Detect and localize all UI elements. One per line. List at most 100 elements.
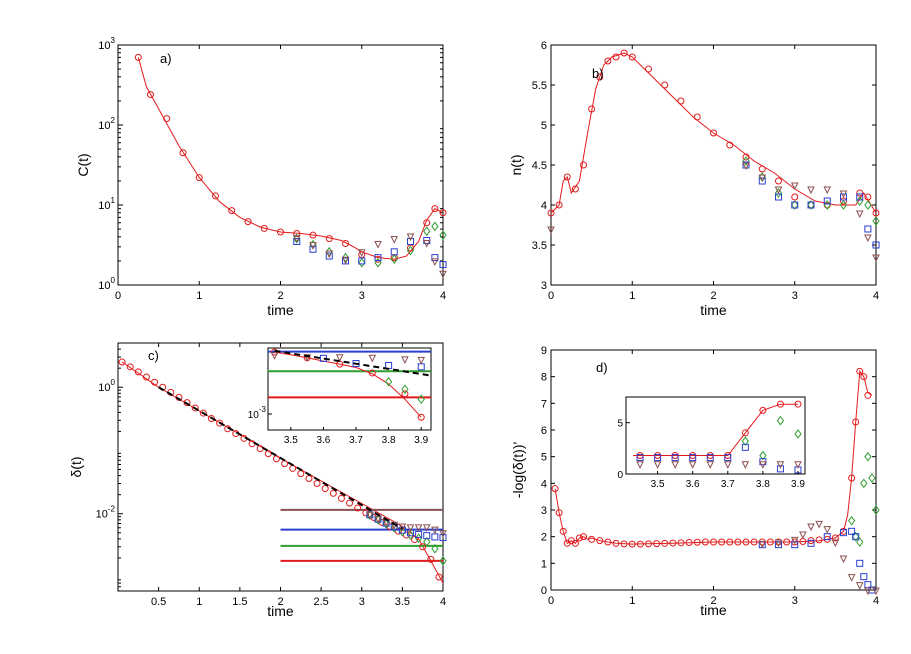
panel-d-red-circles-point <box>848 474 856 482</box>
panel-a-brown-triangles-point <box>406 233 415 242</box>
panel-c-inset-green-diamonds-point <box>384 376 393 387</box>
panel-d-blue-squares-point <box>791 541 799 549</box>
panel-c-brown-triangles-point <box>366 511 374 520</box>
panel-c-inset-brown-triangles-point <box>417 356 426 365</box>
panel-d-green-diamonds-point <box>872 505 880 515</box>
panel-d-ytick-label: 4 <box>541 478 547 490</box>
panel-b-blue-squares-point <box>864 225 872 233</box>
panel-a-xtick-label: 4 <box>440 290 446 302</box>
panel-a-ytick-label-exp: 2 <box>111 116 116 125</box>
panel-a-red-circles-point <box>407 244 414 252</box>
panel-d-red-circles-point <box>750 538 758 546</box>
panel-a-blue-squares-point <box>358 257 366 265</box>
panel-b-red-circles-point <box>872 209 880 217</box>
panel-c-red-circles-point <box>427 555 435 563</box>
panel-b-red-circles-point <box>677 97 685 105</box>
panel-c-red-circles-point <box>272 455 280 463</box>
panel-d-red-circles-point <box>864 391 872 399</box>
panel-a-ytick-label: 103 <box>98 36 115 52</box>
panel-d-ytick-label: 6 <box>541 425 547 437</box>
panel-d-inset-brown-triangles-point <box>671 461 679 469</box>
panel-d-inset-red-circles-point <box>741 429 749 437</box>
panel-d-ytick-label: 7 <box>541 398 547 410</box>
panel-d-inset-green-diamonds-point <box>776 415 785 426</box>
panel-a-green-diamonds-point <box>325 246 333 257</box>
panel-c-inset-brown-triangles-point <box>335 354 344 362</box>
panel-d-inset-green-diamonds-point <box>741 436 749 446</box>
panel-b-red-circles-point <box>604 57 612 65</box>
panel-c-label: c) <box>148 348 159 363</box>
panel-c-inset-xtick-label: 3.7 <box>349 435 363 446</box>
panel-c-blue-squares-point <box>439 534 447 542</box>
panel-c-red-circles-point <box>134 368 142 376</box>
panel-c-ytick-label-exp: 0 <box>111 378 116 387</box>
panel-c-brown-triangles-point <box>414 524 423 532</box>
panel-c-red-circles-point <box>191 404 199 412</box>
panel-a-ytick-label: 101 <box>98 196 115 212</box>
panel-d-ytick-label: 0 <box>541 585 547 597</box>
panel-c-xtick-label: 3 <box>359 596 365 608</box>
panel-a-red-circles-point <box>277 228 284 236</box>
panel-d-red-circles-point <box>580 533 587 541</box>
panel-c-inset-ytick-label: 10-3 <box>248 405 267 421</box>
panel-b-ylabel: n(t) <box>508 155 524 176</box>
panel-a-brown-triangles-point <box>357 249 366 257</box>
panel-d-red-circles-point <box>852 418 860 426</box>
panel-c-brown-triangles-point <box>422 524 431 532</box>
panel-d-inset-brown-triangles-point <box>636 461 644 469</box>
panel-d-inset-xtick-label: 3.7 <box>721 479 735 490</box>
panel-d-inset-blue-squares-point <box>654 454 662 462</box>
panel-d-inset-xtick-label: 3.9 <box>791 479 805 490</box>
panel-c-inset-xtick-label: 3.5 <box>284 435 298 446</box>
panel-d-inset-ytick-label: 0 <box>617 470 623 481</box>
panel-d-green-diamonds-point <box>856 537 864 547</box>
panel-d-red-circles-point <box>718 538 726 546</box>
panel-d-inset-brown-triangles-point <box>653 461 662 469</box>
panel-d-inset-xtick-label: 3.8 <box>756 479 770 490</box>
panel-b-axes <box>550 44 877 286</box>
panel-c-inset-red-circles-point <box>417 413 425 421</box>
panel-b-brown-triangles-point <box>742 162 750 171</box>
panel-a-red-circles-point <box>293 230 301 238</box>
panel-b-xlabel: time <box>700 302 727 318</box>
panel-c-xtick-label: 3.5 <box>395 596 410 608</box>
panel-c-green-diamonds-point <box>406 530 415 540</box>
panel-c-brown-triangles-point <box>398 523 407 532</box>
panel-c-xtick-label: 0.5 <box>151 596 166 608</box>
panel-c-xtick-label: 1.5 <box>232 596 247 608</box>
panel-c-brown-triangles-point <box>406 524 415 532</box>
panel-b-brown-triangles-point <box>855 210 864 219</box>
panel-d-red-circles-point <box>559 527 567 535</box>
panel-d-inset-red-circles-point <box>794 400 802 408</box>
panel-d-red-circles-point <box>596 537 604 545</box>
panel-a-blue-squares-point <box>374 254 382 262</box>
panel-d-xtick-label: 4 <box>873 595 879 607</box>
panel-b-green-diamonds-point <box>807 200 815 210</box>
panel-b-ytick-label: 6 <box>541 40 547 52</box>
panel-d-red-circles-point <box>710 538 717 546</box>
panel-d-red-circles-point <box>604 538 612 546</box>
panel-a-axes <box>117 44 444 286</box>
panel-d-inset-blue-squares-point <box>636 454 644 462</box>
panel-b-brown-triangles-point <box>790 182 799 191</box>
panel-b-red-circles-point <box>710 129 717 137</box>
panel-d-brown-triangles-point <box>758 540 767 549</box>
panel-a-blue-squares-point <box>407 237 414 245</box>
panel-d-red-circles-point <box>555 509 563 517</box>
panel-d-green-diamonds-point <box>868 473 876 483</box>
panel-b-red-circles-point <box>596 73 604 81</box>
panel-b-green-diamonds-point <box>774 188 783 198</box>
panel-d-red-circles-point <box>588 535 596 543</box>
panel-d-xtick-label: 2 <box>710 595 716 607</box>
panel-b-ytick-label: 5.5 <box>532 80 547 92</box>
panel-d-inset-blue-squares-point <box>671 454 679 462</box>
panel-a-brown-triangles-point <box>292 235 301 243</box>
panel-b-red-circles-point <box>726 141 734 149</box>
panel-d-red-circles-point <box>742 538 750 546</box>
panel-d-red-circles-point <box>571 539 579 547</box>
panel-d-red-circles-point <box>669 539 677 547</box>
panel-a-brown-triangles-point <box>431 258 439 267</box>
panel-d-brown-triangles-point <box>847 574 856 582</box>
panel-d-red-circles-point <box>575 534 583 542</box>
panel-c-inset-xtick-label: 3.8 <box>382 435 396 446</box>
